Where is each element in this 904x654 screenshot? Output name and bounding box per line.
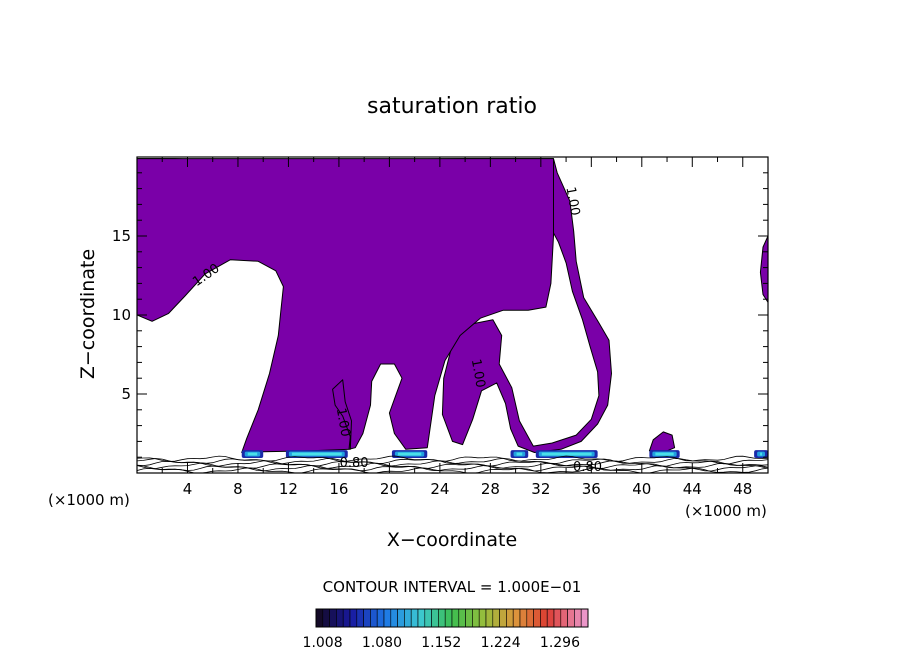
region-main-body	[137, 158, 554, 453]
colorbar-cell-18	[438, 608, 446, 628]
colorbar-cell-37	[567, 608, 575, 628]
colorbar-cell-19	[444, 608, 453, 628]
colorbar-cell-6	[356, 608, 364, 628]
colorbar-cell-15	[417, 608, 426, 628]
x-tick-label-44: 44	[683, 480, 702, 498]
colorbar-tick-labels: 1.008 1.080 1.152 1.224 1.296	[303, 635, 581, 651]
x-axis-label: X−coordinate	[387, 529, 517, 551]
colorbar-cell-12	[397, 608, 405, 628]
colorbar-tick-label-1: 1.080	[362, 635, 402, 651]
ice-band-peak-6	[760, 452, 762, 456]
ice-bands	[241, 450, 768, 458]
x-unit-label-left: (×1000 m)	[48, 491, 130, 509]
colorbar-cell-0	[315, 608, 324, 628]
x-tick-label-36: 36	[582, 480, 601, 498]
contour-label-1: 1.00	[562, 186, 582, 217]
x-tick-label-28: 28	[481, 480, 500, 498]
region-right-edge	[759, 235, 768, 303]
contour-label-3: 1.00	[333, 407, 353, 438]
colorbar-cell-31	[526, 608, 534, 628]
colorbar	[315, 608, 589, 628]
contour-label-4: 0.80	[340, 456, 369, 471]
surface-contour-5	[137, 455, 768, 462]
colorbar-cell-4	[342, 608, 351, 628]
colorbar-cell-8	[370, 608, 378, 628]
colorbar-cell-7	[363, 608, 371, 628]
colorbar-cell-25	[485, 608, 494, 628]
x-tick-label-40: 40	[632, 480, 651, 498]
colorbar-cell-1	[322, 608, 330, 628]
colorbar-cell-9	[376, 608, 385, 628]
y-tick-label-10: 10	[112, 306, 131, 324]
x-tick-label-8: 8	[233, 480, 243, 498]
colorbar-cell-22	[465, 608, 473, 628]
x-tick-label-12: 12	[279, 480, 298, 498]
colorbar-cell-39	[580, 608, 589, 628]
colorbar-cell-16	[424, 608, 432, 628]
colorbar-frame	[315, 608, 589, 628]
x-axis-ticks: 4 8 12 16 20 24 28 32 36 40 44 48	[161, 157, 769, 498]
colorbar-cell-21	[458, 608, 466, 628]
surface-contour-3	[137, 460, 768, 467]
colorbar-tick-label-4: 1.296	[540, 635, 580, 651]
x-unit-label-right: (×1000 m)	[685, 502, 767, 520]
colorbar-cell-5	[349, 608, 358, 628]
filled-contours	[137, 158, 768, 453]
x-tick-label-48: 48	[733, 480, 752, 498]
colorbar-cell-17	[431, 608, 439, 628]
colorbar-cell-33	[540, 608, 548, 628]
colorbar-cell-29	[512, 608, 521, 628]
contour-label-2: 1.00	[468, 358, 488, 389]
colorbar-cell-20	[451, 608, 460, 628]
colorbar-cell-2	[329, 608, 337, 628]
ice-band-peak-1	[291, 452, 342, 456]
colorbar-cell-35	[553, 608, 562, 628]
ice-band-peak-0	[247, 452, 258, 456]
x-tick-label-32: 32	[531, 480, 550, 498]
x-tick-label-4: 4	[183, 480, 193, 498]
surface-contour-0	[137, 467, 768, 473]
chart-title: saturation ratio	[367, 94, 537, 119]
contour-labels: 1.001.001.001.000.80 0.80	[190, 186, 602, 475]
colorbar-cell-27	[499, 608, 507, 628]
colorbar-cell-38	[574, 608, 582, 628]
colorbar-cell-23	[472, 608, 480, 628]
ice-band-peak-5	[655, 452, 674, 456]
colorbar-cell-3	[336, 608, 344, 628]
colorbar-cell-32	[533, 608, 541, 628]
ice-band-peak-3	[516, 452, 523, 456]
colorbar-cell-11	[390, 608, 398, 628]
colorbar-cell-36	[560, 608, 568, 628]
colorbar-cell-13	[404, 608, 412, 628]
x-tick-label-20: 20	[380, 480, 399, 498]
x-tick-label-24: 24	[430, 480, 449, 498]
y-axis-label: Z−coordinate	[77, 249, 99, 379]
contour-interval-text: CONTOUR INTERVAL = 1.000E−01	[323, 578, 582, 596]
plot-area: 1.001.001.001.000.80 0.80 4 8 12 16 20 24 28 32 3…	[112, 156, 769, 498]
colorbar-cell-10	[383, 608, 392, 628]
contour-label-5: 0.80	[573, 460, 602, 475]
region-patch-41	[648, 431, 676, 452]
surface-contours	[137, 455, 768, 473]
colorbar-cell-24	[478, 608, 487, 628]
colorbar-cell-30	[519, 608, 528, 628]
x-tick-label-16: 16	[329, 480, 348, 498]
colorbar-cell-14	[410, 608, 419, 628]
ice-band-peak-2	[397, 452, 422, 456]
y-tick-label-5: 5	[121, 385, 131, 403]
colorbar-tick-label-3: 1.224	[481, 635, 521, 651]
colorbar-tick-label-2: 1.152	[421, 635, 461, 651]
colorbar-cell-26	[492, 608, 500, 628]
colorbar-cell-34	[546, 608, 555, 628]
colorbar-tick-label-0: 1.008	[303, 635, 343, 651]
ice-band-peak-4	[541, 452, 592, 456]
y-tick-label-15: 15	[112, 227, 131, 245]
y-axis-ticks: 5 10 15	[112, 172, 768, 458]
colorbar-cell-28	[506, 608, 514, 628]
